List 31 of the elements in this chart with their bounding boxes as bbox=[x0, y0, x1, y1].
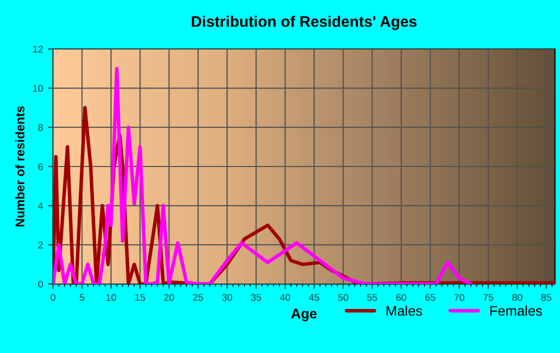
line-series bbox=[53, 66, 473, 284]
x-tick-label: 60 bbox=[396, 294, 406, 301]
x-tick-label: 50 bbox=[338, 294, 348, 301]
x-tick-label: 20 bbox=[164, 294, 174, 301]
x-tick-label: 5 bbox=[80, 294, 84, 301]
legend-label: Males bbox=[386, 306, 422, 316]
x-tick-label: 65 bbox=[425, 294, 436, 301]
x-tick-label: 85 bbox=[541, 294, 552, 301]
y-tick-label: 4 bbox=[38, 202, 43, 210]
x-tick-label: 45 bbox=[308, 294, 320, 301]
x-tick-label: 30 bbox=[222, 294, 232, 301]
x-tick-label: 70 bbox=[454, 294, 464, 301]
x-tick-label: 35 bbox=[251, 294, 262, 301]
x-axis-title: Age bbox=[291, 308, 317, 322]
y-tick-label: 10 bbox=[33, 84, 43, 92]
y-tick-label: 8 bbox=[38, 124, 43, 131]
chart-title: Distribution of Residents' Ages bbox=[192, 16, 417, 30]
x-tick-label: 0 bbox=[50, 294, 56, 301]
legend-label: Females bbox=[490, 306, 542, 316]
y-tick-label: 0 bbox=[38, 280, 43, 288]
x-tick-label: 15 bbox=[135, 294, 146, 301]
y-tick-label: 12 bbox=[33, 46, 43, 53]
x-tick-label: 80 bbox=[512, 294, 522, 301]
x-tick-label: 40 bbox=[280, 294, 290, 301]
y-tick-label: 6 bbox=[38, 163, 43, 170]
y-tick-label: 2 bbox=[38, 242, 43, 248]
y-axis-title: Number of residents bbox=[15, 106, 24, 226]
x-tick-label: 75 bbox=[483, 294, 494, 301]
x-tick-label: 25 bbox=[193, 294, 204, 301]
x-tick-label: 55 bbox=[367, 294, 378, 301]
x-tick-label: 10 bbox=[106, 294, 116, 301]
